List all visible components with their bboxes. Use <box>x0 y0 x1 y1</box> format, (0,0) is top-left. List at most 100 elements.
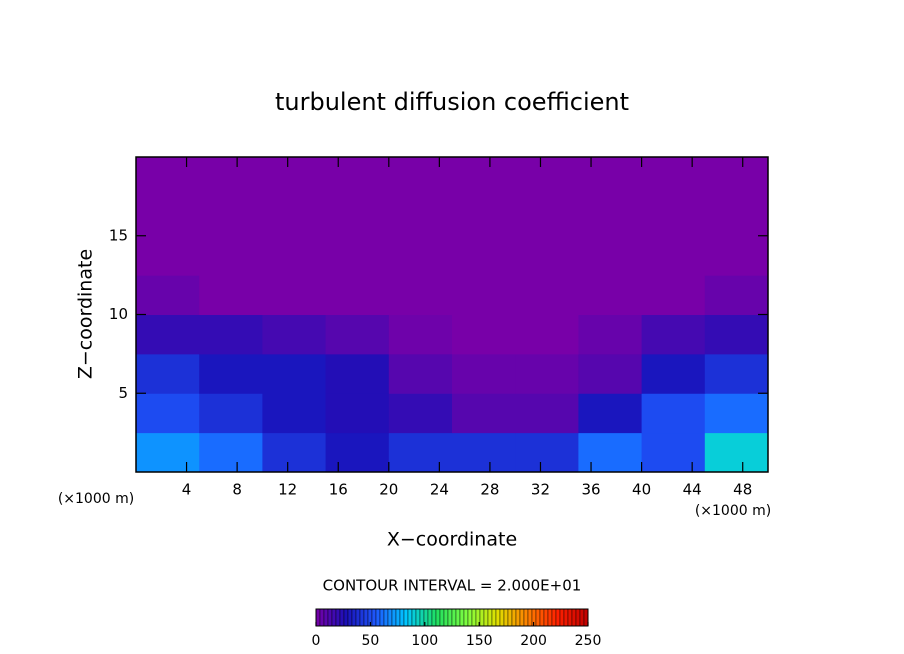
colorbar-frame <box>315 608 589 627</box>
heatmap-cell <box>704 314 769 355</box>
x-tick-label: 28 <box>480 481 499 499</box>
heatmap-cell <box>578 157 643 197</box>
heatmap-cell <box>452 235 516 276</box>
heatmap-cell <box>641 432 706 473</box>
heatmap-cell <box>704 393 769 434</box>
colorbar-swatch <box>387 608 393 627</box>
colorbar-swatch <box>335 608 341 627</box>
heatmap-cell <box>388 393 453 434</box>
colorbar-swatch <box>455 608 461 627</box>
heatmap-cell <box>641 393 706 434</box>
heatmap-cell <box>325 157 390 197</box>
heatmap-cell <box>136 157 200 197</box>
heatmap-cell <box>641 314 706 355</box>
heatmap-cell <box>262 432 327 473</box>
heatmap-cell <box>704 432 769 473</box>
heatmap-cell <box>262 275 327 315</box>
colorbar-swatch <box>399 608 405 627</box>
heatmap-cell <box>199 393 263 434</box>
colorbar-tick-label: 250 <box>575 633 602 649</box>
x-tick-label: 40 <box>632 481 651 499</box>
heatmap-cell <box>262 393 327 434</box>
heatmap-cell <box>325 235 390 276</box>
colorbar-swatch <box>431 608 437 627</box>
y-tick-label: 10 <box>109 305 128 323</box>
colorbar-swatch <box>411 608 417 627</box>
heatmap-cell <box>515 432 579 473</box>
colorbar-swatch <box>371 608 377 627</box>
heatmap-cell <box>388 353 453 394</box>
colorbar-swatch <box>439 608 445 627</box>
heatmap-cell <box>136 353 200 394</box>
chart-title: turbulent diffusion coefficient <box>275 88 629 116</box>
heatmap-cell <box>199 235 263 276</box>
heatmap-cell <box>515 235 579 276</box>
colorbar-swatch <box>383 608 389 627</box>
heatmap-cell <box>325 353 390 394</box>
heatmap-cell <box>704 235 769 276</box>
colorbar-swatch <box>555 608 561 627</box>
heatmap-cell <box>262 235 327 276</box>
heatmap-cell <box>578 353 643 394</box>
colorbar-swatch <box>351 608 357 627</box>
heatmap-cell <box>515 353 579 394</box>
colorbar-swatch <box>491 608 497 627</box>
y-tick-label: 5 <box>118 384 128 402</box>
colorbar-swatch <box>407 608 413 627</box>
heatmap-cell <box>388 196 453 237</box>
heatmap-cell <box>578 432 643 473</box>
x-tick-label: 24 <box>430 481 449 499</box>
heatmap-cell <box>136 235 200 276</box>
heatmap-cell <box>704 353 769 394</box>
colorbar-swatch <box>339 608 345 627</box>
colorbar-swatch <box>403 608 409 627</box>
heatmap-cell <box>388 235 453 276</box>
colorbar-swatch <box>487 608 493 627</box>
colorbar-swatch <box>479 608 485 627</box>
heatmap-cell <box>136 196 200 237</box>
heatmap-cell <box>578 314 643 355</box>
heatmap-cell <box>199 275 263 315</box>
colorbar-swatch <box>467 608 473 627</box>
heatmap-cell <box>452 314 516 355</box>
x-tick-label: 44 <box>683 481 702 499</box>
colorbar-swatch <box>419 608 425 627</box>
x-tick-label: 16 <box>329 481 348 499</box>
colorbar-swatch <box>355 608 361 627</box>
colorbar-swatch <box>451 608 457 627</box>
colorbar-swatch <box>319 608 325 627</box>
x-axis-label: X−coordinate <box>387 529 517 551</box>
colorbar-swatch <box>527 608 533 627</box>
heatmap-cell <box>704 275 769 315</box>
colorbar-swatch <box>511 608 517 627</box>
colorbar-swatch <box>375 608 381 627</box>
heatmap-cell <box>199 157 263 197</box>
heatmap-cell <box>262 196 327 237</box>
colorbar-swatch <box>539 608 545 627</box>
x-tick-label: 32 <box>531 481 550 499</box>
heatmap-cell <box>704 196 769 237</box>
heatmap-cell <box>325 432 390 473</box>
heatmap-cell <box>136 314 200 355</box>
x-tick-label: 48 <box>733 481 752 499</box>
heatmap-cell <box>262 314 327 355</box>
heatmap-cell <box>262 353 327 394</box>
colorbar-swatch <box>415 608 421 627</box>
heatmap-cell <box>515 196 579 237</box>
heatmap-cell <box>704 157 769 197</box>
colorbar-tick-label: 0 <box>312 633 321 649</box>
colorbar-swatch <box>323 608 329 627</box>
colorbar-swatch <box>331 608 337 627</box>
colorbar-swatch <box>579 608 585 627</box>
colorbar-swatch <box>563 608 569 627</box>
heatmap-cell <box>136 275 200 315</box>
colorbar-swatch <box>463 608 469 627</box>
x-unit-label: (×1000 m) <box>695 503 771 519</box>
colorbar-swatch <box>543 608 549 627</box>
x-tick-label: 4 <box>182 481 192 499</box>
heatmap-cell <box>325 314 390 355</box>
heatmap-cell <box>641 275 706 315</box>
heatmap-cell <box>515 393 579 434</box>
